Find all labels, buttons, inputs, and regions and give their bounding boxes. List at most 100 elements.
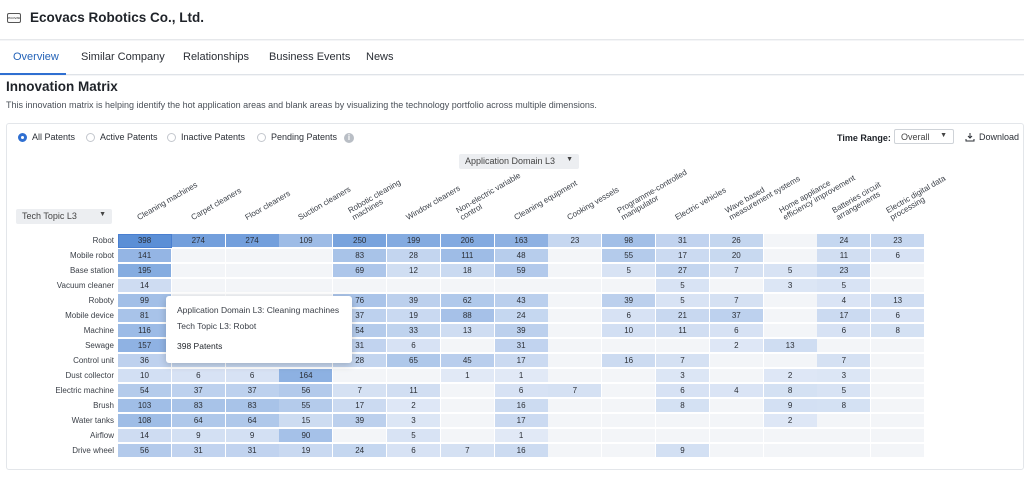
matrix-cell[interactable]: 5 [764,264,818,278]
matrix-cell[interactable]: 5 [602,264,656,278]
matrix-cell[interactable]: 31 [172,444,226,458]
matrix-cell[interactable] [172,279,226,293]
matrix-cell[interactable] [710,444,764,458]
matrix-cell[interactable]: 81 [118,309,172,323]
matrix-cell[interactable]: 27 [656,264,710,278]
matrix-cell[interactable]: 55 [602,249,656,263]
matrix-cell[interactable] [602,399,656,413]
matrix-cell[interactable] [548,294,602,308]
matrix-cell[interactable]: 103 [118,399,172,413]
matrix-cell[interactable] [602,369,656,383]
time-range-select[interactable]: Overall▼ [894,129,954,144]
matrix-cell[interactable]: 9 [656,444,710,458]
matrix-cell[interactable]: 7 [710,264,764,278]
matrix-cell[interactable] [871,279,925,293]
matrix-cell[interactable] [602,279,656,293]
info-icon[interactable]: i [344,133,354,143]
matrix-cell[interactable]: 59 [495,264,549,278]
application-domain-select[interactable]: Application Domain L3▼ [459,154,579,169]
matrix-cell[interactable]: 56 [118,444,172,458]
matrix-cell[interactable] [817,414,871,428]
matrix-cell[interactable]: 2 [764,369,818,383]
matrix-cell[interactable] [764,324,818,338]
matrix-cell[interactable]: 54 [118,384,172,398]
matrix-cell[interactable]: 7 [333,384,387,398]
matrix-cell[interactable]: 24 [333,444,387,458]
matrix-cell[interactable]: 15 [279,414,333,428]
matrix-cell[interactable] [817,444,871,458]
matrix-cell[interactable]: 24 [817,234,871,248]
matrix-cell[interactable]: 43 [495,294,549,308]
matrix-cell[interactable] [871,414,925,428]
matrix-cell[interactable] [387,279,441,293]
matrix-cell[interactable]: 274 [172,234,226,248]
matrix-cell[interactable]: 37 [226,384,280,398]
matrix-cell[interactable]: 39 [333,414,387,428]
matrix-cell[interactable]: 23 [548,234,602,248]
tab-relationships[interactable]: Relationships [183,51,249,63]
matrix-cell[interactable]: 19 [387,309,441,323]
matrix-cell[interactable]: 195 [118,264,172,278]
matrix-cell[interactable]: 7 [710,294,764,308]
matrix-cell[interactable] [817,339,871,353]
matrix-cell[interactable]: 13 [441,324,495,338]
matrix-cell[interactable] [548,354,602,368]
matrix-cell[interactable] [441,384,495,398]
matrix-cell[interactable]: 5 [656,279,710,293]
matrix-cell[interactable]: 7 [656,354,710,368]
matrix-cell[interactable]: 10 [118,369,172,383]
matrix-cell[interactable] [441,429,495,443]
matrix-cell[interactable] [333,429,387,443]
matrix-cell[interactable] [548,429,602,443]
matrix-cell[interactable]: 18 [441,264,495,278]
matrix-cell[interactable]: 1 [441,369,495,383]
matrix-cell[interactable] [548,339,602,353]
matrix-cell[interactable] [710,369,764,383]
matrix-cell[interactable]: 8 [764,384,818,398]
matrix-cell[interactable]: 5 [387,429,441,443]
matrix-cell[interactable]: 9 [172,429,226,443]
matrix-cell[interactable]: 3 [764,279,818,293]
matrix-cell[interactable]: 274 [226,234,280,248]
radio-inactive-patents[interactable]: Inactive Patents [167,132,245,142]
matrix-cell[interactable]: 6 [495,384,549,398]
matrix-cell[interactable]: 2 [764,414,818,428]
matrix-cell[interactable]: 24 [495,309,549,323]
matrix-cell[interactable] [871,444,925,458]
matrix-cell[interactable] [441,414,495,428]
matrix-cell[interactable]: 64 [172,414,226,428]
matrix-cell[interactable]: 3 [387,414,441,428]
matrix-cell[interactable]: 6 [387,339,441,353]
matrix-cell[interactable]: 11 [387,384,441,398]
matrix-cell[interactable]: 7 [817,354,871,368]
matrix-cell[interactable]: 65 [387,354,441,368]
matrix-cell[interactable]: 6 [602,309,656,323]
matrix-cell[interactable]: 28 [387,249,441,263]
tech-topic-select[interactable]: Tech Topic L3▼ [16,209,112,224]
matrix-cell[interactable] [710,429,764,443]
matrix-cell[interactable] [871,384,925,398]
matrix-cell[interactable] [764,309,818,323]
matrix-cell[interactable]: 8 [871,324,925,338]
matrix-cell[interactable] [172,264,226,278]
matrix-cell[interactable]: 17 [656,249,710,263]
matrix-cell[interactable] [548,399,602,413]
matrix-cell[interactable] [333,369,387,383]
matrix-cell[interactable] [764,294,818,308]
matrix-cell[interactable]: 6 [387,444,441,458]
radio-all-patents[interactable]: All Patents [18,132,75,142]
matrix-cell[interactable]: 6 [871,249,925,263]
matrix-cell[interactable]: 13 [871,294,925,308]
matrix-cell[interactable]: 116 [118,324,172,338]
matrix-cell[interactable]: 13 [764,339,818,353]
matrix-cell[interactable]: 14 [118,429,172,443]
matrix-cell[interactable]: 69 [333,264,387,278]
matrix-cell[interactable]: 9 [764,399,818,413]
matrix-cell[interactable] [871,264,925,278]
matrix-cell[interactable]: 7 [548,384,602,398]
matrix-cell[interactable] [441,339,495,353]
matrix-cell[interactable]: 83 [226,399,280,413]
matrix-cell[interactable] [548,414,602,428]
matrix-cell[interactable] [764,444,818,458]
matrix-cell[interactable]: 109 [279,234,333,248]
